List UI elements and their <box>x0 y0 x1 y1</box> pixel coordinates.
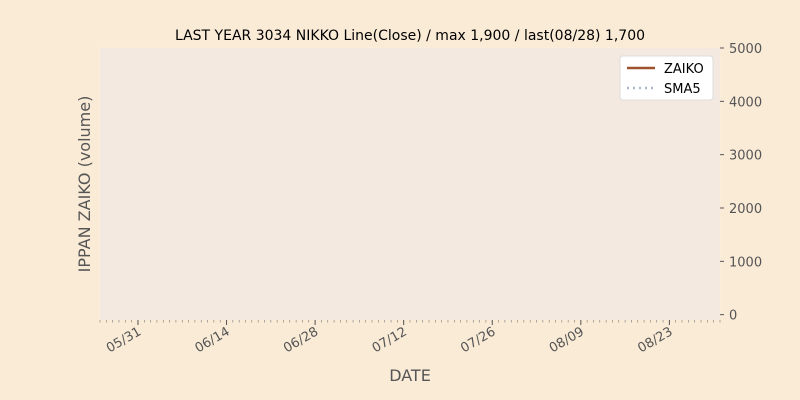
y-tick-label: 5000 <box>729 42 762 57</box>
chart-title: LAST YEAR 3034 NIKKO Line(Close) / max 1… <box>175 28 645 44</box>
y-tick-label: 2000 <box>729 202 762 217</box>
legend: ZAIKO SMA5 <box>619 55 714 101</box>
y-tick-label: 1000 <box>729 255 762 270</box>
y-tick-label: 0 <box>729 309 737 324</box>
plot-fill <box>100 48 720 320</box>
y-tick-label: 3000 <box>729 149 762 164</box>
plot-area <box>99 47 721 320</box>
legend-label-zaiko: ZAIKO <box>664 62 704 77</box>
x-axis-label: DATE <box>389 366 431 385</box>
y-tick-label: 4000 <box>729 95 762 110</box>
y-axis-label: IPPAN ZAIKO (volume) <box>75 96 94 273</box>
y-axis: 0 1000 2000 3000 4000 5000 <box>720 42 762 324</box>
legend-label-sma5: SMA5 <box>664 82 701 97</box>
